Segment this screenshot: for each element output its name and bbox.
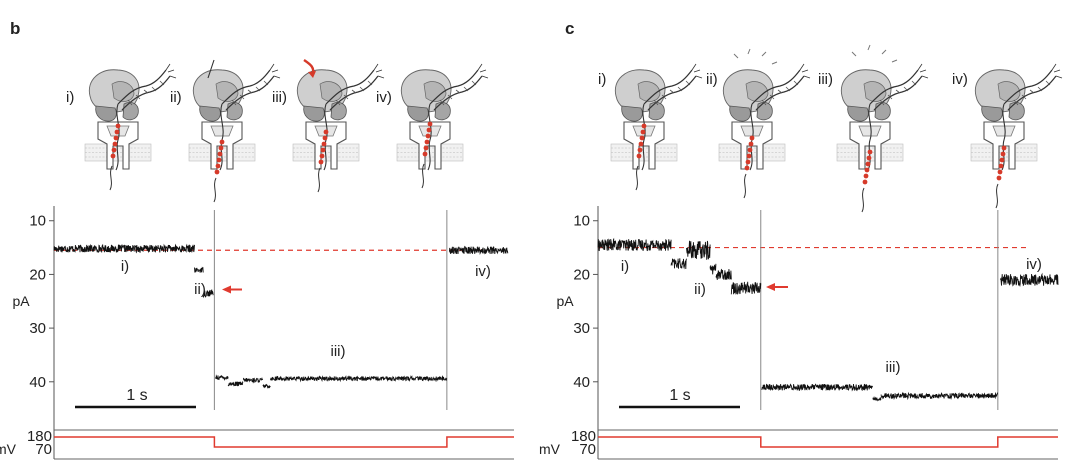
dna-marker [996,145,1007,181]
panel-label-c: c [565,19,574,38]
voltage-trace [598,436,1058,448]
dna-marker [214,139,225,175]
voltage-tick-70: 70 [35,441,52,458]
trace-segment [880,391,999,401]
dna-marker [636,123,647,159]
trace-stage-label: iv) [1026,256,1042,273]
schematic-c: i) ii) iii) iv) [598,44,1063,213]
y-tick-label: 30 [29,320,46,337]
red-arrow-head [222,285,231,294]
scale-bar-label: 1 s [126,387,147,404]
trace-stage-label: ii) [694,281,706,298]
trace-segment [715,268,732,280]
y-tick-label: 20 [573,266,590,283]
schematic-c-stage-4: iv) [952,63,1063,209]
trace-segment [448,245,509,255]
schematic-stage-label: i) [66,89,74,106]
schematic-b-stage-4: iv) [376,63,489,189]
trace-segment [709,263,717,275]
trace-segment [686,240,711,260]
y-tick-label: 40 [573,374,590,391]
y-axis-label: pA [12,293,30,309]
voltage-trace [54,436,514,448]
y-tick-label: 10 [573,213,590,230]
trace-segment [202,289,214,299]
voltage-unit: mV [539,441,561,457]
trace-stage-label: i) [621,258,629,275]
panel-label-b: b [10,19,20,38]
dna-marker [110,123,121,159]
dna-marker [422,121,433,157]
trace-segment [999,272,1059,288]
trace-segment [53,243,195,254]
trace-segment [227,380,244,387]
trace-segment [597,237,672,252]
y-tick-label: 30 [573,320,590,337]
voltage-unit: mV [0,441,17,457]
trace-stage-label: iv) [475,263,491,280]
schematic-stage-label: ii) [706,71,718,88]
voltage-tick-180: 180 [571,428,596,445]
schematic-b-stage-2: ii) [170,59,281,203]
schematic-c-stage-1: i) [598,63,703,191]
trace-segment [670,258,687,270]
trace-stage-label: iii) [886,359,901,376]
trace-segment [269,374,448,383]
schematic-b-stage-1: i) [66,63,177,191]
dna-marker [862,149,873,185]
trace-segment [215,374,229,381]
trace-segment [730,281,762,295]
trace-stage-label: ii) [194,281,206,298]
y-tick-label: 10 [29,213,46,230]
y-tick-label: 40 [29,374,46,391]
trace-segment [761,383,873,392]
schematic-c-stage-2: ii) [706,48,811,199]
y-axis-label: pA [556,293,574,309]
schematic-stage-label: iii) [272,89,287,106]
schematic-c-stage-3: iii) [818,44,929,213]
scale-bar-label: 1 s [669,387,690,404]
schematic-stage-label: iv) [952,71,968,88]
y-tick-label: 20 [29,266,46,283]
trace-stage-label: i) [121,258,129,275]
schematic-b-stage-3: iii) [272,59,385,193]
trace-segment [194,266,204,274]
schematic-stage-label: iii) [818,71,833,88]
dna-marker [744,135,755,171]
red-arrow-head [766,283,775,291]
trace-segment [242,377,264,384]
trace-stage-label: iii) [331,343,346,360]
voltage-tick-180: 180 [27,428,52,445]
voltage-tick-70: 70 [579,441,596,458]
schematic-stage-label: ii) [170,89,182,106]
schematic-b: i) ii) iii) iv) [66,59,489,203]
trace-segment [872,396,882,402]
schematic-stage-label: iv) [376,89,392,106]
schematic-stage-label: i) [598,71,606,88]
trace-segment [262,383,271,389]
dna-marker [318,129,329,165]
